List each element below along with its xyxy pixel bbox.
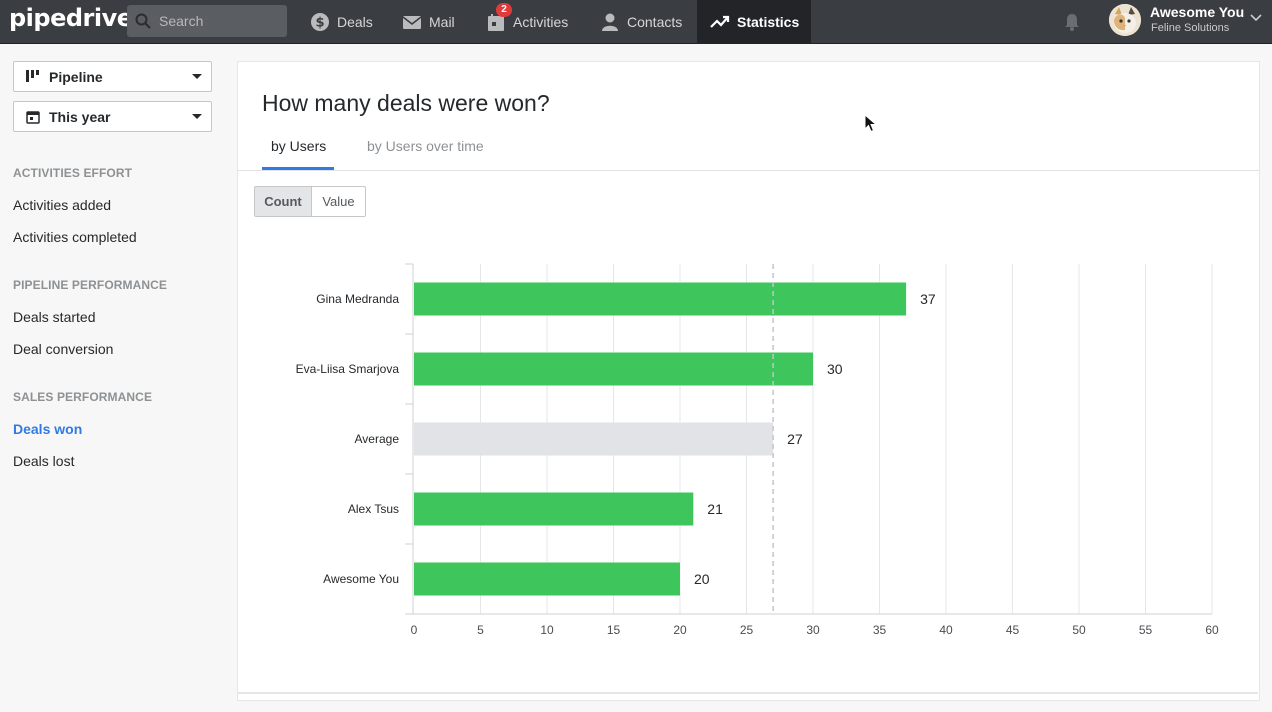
category-label: Gina Medranda bbox=[316, 292, 399, 306]
period-select-label: This year bbox=[49, 109, 111, 125]
calendar-small-icon bbox=[26, 111, 40, 124]
category-label: Eva-Liisa Smarjova bbox=[296, 362, 400, 376]
x-tick-label: 30 bbox=[806, 623, 820, 637]
nav-mail-label: Mail bbox=[429, 14, 455, 30]
bar bbox=[414, 492, 694, 526]
caret-down-icon bbox=[192, 114, 202, 119]
nav-activities[interactable]: Activities bbox=[476, 0, 586, 44]
avatar[interactable] bbox=[1109, 4, 1141, 36]
x-tick-label: 55 bbox=[1139, 623, 1153, 637]
activities-count-badge: 2 bbox=[496, 3, 512, 17]
data-label: 27 bbox=[787, 431, 803, 447]
bar bbox=[414, 282, 907, 316]
person-icon bbox=[602, 13, 618, 31]
panel-bottom-edge bbox=[238, 692, 1258, 694]
page-title: How many deals were won? bbox=[262, 90, 550, 116]
tabs-divider bbox=[238, 170, 1259, 171]
top-nav-bar: pipedrive Search $ Deals Mail Activities… bbox=[0, 0, 1272, 44]
nav-contacts-label: Contacts bbox=[627, 14, 683, 30]
nav-statistics-label: Statistics bbox=[737, 14, 800, 30]
x-tick-label: 60 bbox=[1205, 623, 1219, 637]
section-pipeline-performance: PIPELINE PERFORMANCE bbox=[13, 278, 168, 292]
x-tick-label: 5 bbox=[477, 623, 484, 637]
sidebar-item-activities-added[interactable]: Activities added bbox=[13, 197, 112, 213]
trend-icon bbox=[710, 15, 730, 28]
x-tick-label: 10 bbox=[540, 623, 554, 637]
section-activities-effort: ACTIVITIES EFFORT bbox=[13, 166, 133, 180]
search-icon bbox=[135, 13, 151, 29]
nav-mail[interactable]: Mail bbox=[392, 0, 472, 44]
x-tick-label: 40 bbox=[939, 623, 953, 637]
count-toggle-button[interactable]: Count bbox=[254, 186, 312, 217]
sidebar-item-deals-started[interactable]: Deals started bbox=[13, 309, 96, 325]
mail-icon bbox=[402, 16, 422, 29]
category-label: Awesome You bbox=[323, 572, 399, 586]
x-tick-label: 25 bbox=[740, 623, 754, 637]
bar bbox=[414, 562, 680, 596]
bell-icon[interactable] bbox=[1062, 12, 1082, 32]
pipeline-icon bbox=[26, 70, 39, 82]
bar bbox=[414, 352, 813, 386]
nav-activities-label: Activities bbox=[513, 14, 569, 30]
search-box[interactable]: Search bbox=[127, 5, 287, 37]
x-tick-label: 0 bbox=[411, 623, 418, 637]
tab-by-users[interactable]: by Users bbox=[271, 138, 327, 154]
x-tick-label: 45 bbox=[1006, 623, 1020, 637]
nav-deals[interactable]: $ Deals bbox=[300, 0, 386, 44]
nav-statistics[interactable]: Statistics bbox=[697, 0, 811, 44]
user-company: Feline Solutions bbox=[1151, 22, 1230, 34]
category-label: Alex Tsus bbox=[348, 502, 399, 516]
x-tick-label: 20 bbox=[673, 623, 687, 637]
svg-text:$: $ bbox=[315, 16, 324, 31]
average-bar bbox=[414, 422, 774, 456]
sidebar-item-deal-conversion[interactable]: Deal conversion bbox=[13, 341, 114, 357]
data-label: 21 bbox=[707, 501, 723, 517]
active-tab-indicator bbox=[262, 167, 334, 170]
period-select[interactable]: This year bbox=[13, 101, 212, 132]
mouse-cursor-icon bbox=[864, 114, 878, 133]
sidebar-item-deals-won[interactable]: Deals won bbox=[13, 421, 83, 437]
sidebar-item-deals-lost[interactable]: Deals lost bbox=[13, 453, 75, 469]
cat-avatar-icon bbox=[1109, 4, 1141, 36]
pipeline-select[interactable]: Pipeline bbox=[13, 61, 212, 92]
tab-by-users-over-time[interactable]: by Users over time bbox=[367, 138, 484, 154]
value-toggle-button[interactable]: Value bbox=[311, 186, 366, 217]
nav-deals-label: Deals bbox=[337, 14, 373, 30]
section-sales-performance: SALES PERFORMANCE bbox=[13, 390, 153, 404]
x-tick-label: 35 bbox=[873, 623, 887, 637]
data-label: 20 bbox=[694, 571, 710, 587]
dollar-icon: $ bbox=[311, 13, 329, 31]
user-name[interactable]: Awesome You bbox=[1150, 4, 1245, 20]
x-tick-label: 15 bbox=[607, 623, 621, 637]
chevron-down-icon[interactable] bbox=[1250, 14, 1262, 22]
caret-down-icon bbox=[192, 74, 202, 79]
data-label: 30 bbox=[827, 361, 843, 377]
pipedrive-logo[interactable]: pipedrive bbox=[9, 4, 133, 32]
category-label: Average bbox=[355, 432, 400, 446]
sidebar-item-activities-completed[interactable]: Activities completed bbox=[13, 229, 137, 245]
nav-contacts[interactable]: Contacts bbox=[590, 0, 696, 44]
search-placeholder: Search bbox=[159, 13, 204, 29]
pipeline-select-label: Pipeline bbox=[49, 69, 103, 85]
x-tick-label: 50 bbox=[1072, 623, 1086, 637]
data-label: 37 bbox=[920, 291, 936, 307]
